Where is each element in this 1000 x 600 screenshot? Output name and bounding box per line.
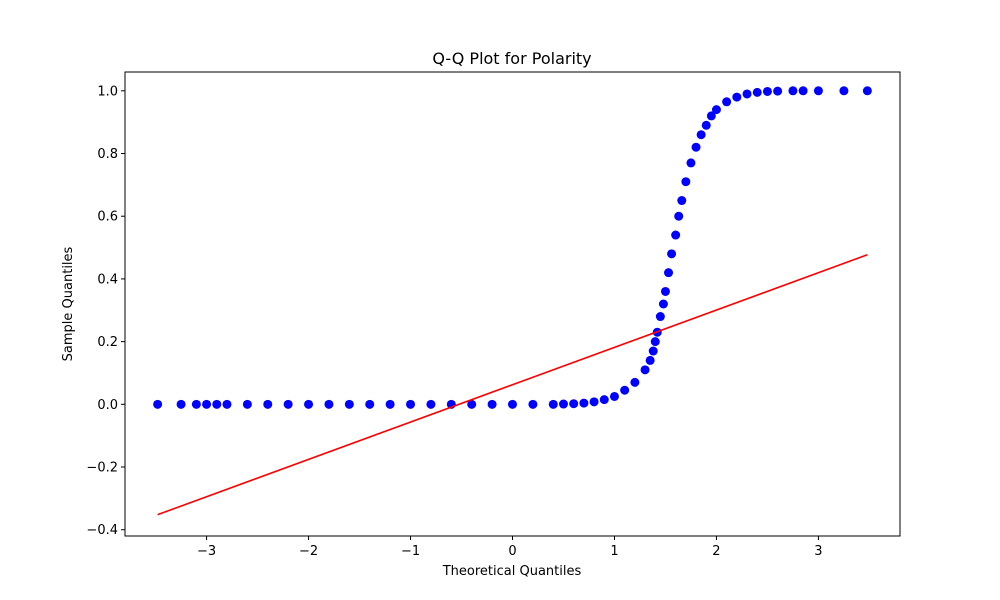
y-axis-label: Sample Quantiles	[61, 246, 76, 361]
x-tick-label: 0	[508, 544, 516, 559]
qq-point-14	[406, 399, 416, 409]
y-tick-label: 0.4	[97, 272, 118, 287]
qq-point-27	[609, 391, 619, 401]
qq-point-56	[788, 86, 798, 96]
qq-point-57	[798, 86, 808, 96]
qq-point-0	[153, 399, 163, 409]
qq-point-20	[528, 399, 538, 409]
qq-point-40	[671, 230, 681, 240]
qq-point-54	[762, 86, 772, 96]
qq-point-22	[558, 399, 568, 409]
scatter-points	[153, 86, 872, 409]
qq-point-42	[677, 196, 687, 206]
y-tick-label: −0.4	[86, 523, 118, 538]
qq-point-43	[681, 177, 691, 187]
qq-point-18	[487, 399, 497, 409]
qq-point-29	[630, 377, 640, 387]
qq-point-47	[701, 120, 711, 130]
y-tick-label: 1.0	[97, 84, 118, 99]
qq-point-9	[304, 399, 314, 409]
qq-point-60	[862, 86, 872, 96]
qq-point-30	[640, 365, 650, 375]
y-tick-label: 0.8	[97, 147, 118, 162]
qq-point-7	[263, 399, 273, 409]
qq-point-50	[722, 97, 732, 107]
qq-point-21	[548, 399, 558, 409]
qq-point-8	[283, 399, 293, 409]
x-tick-label: −1	[401, 544, 420, 559]
qq-point-11	[344, 399, 354, 409]
qq-point-39	[667, 249, 677, 259]
qq-point-3	[202, 399, 212, 409]
x-tick-label: −3	[197, 544, 216, 559]
chart-title: Q-Q Plot for Polarity	[432, 49, 591, 68]
qq-point-2	[191, 399, 201, 409]
qq-point-1	[176, 399, 186, 409]
qq-point-24	[579, 398, 589, 408]
qq-point-38	[664, 268, 674, 278]
qq-point-49	[711, 105, 721, 115]
qq-point-28	[620, 385, 630, 395]
qq-point-37	[660, 286, 670, 296]
qq-point-35	[655, 312, 665, 322]
qq-point-59	[839, 86, 849, 96]
x-tick-label: 1	[610, 544, 618, 559]
x-tick-label: 2	[712, 544, 720, 559]
y-tick-label: 0.0	[97, 398, 118, 413]
y-axis-ticks: −0.4 −0.2 0.0 0.2 0.4 0.6 0.8 1.0	[86, 84, 125, 538]
qq-point-19	[508, 399, 517, 409]
qq-point-15	[426, 399, 436, 409]
qq-point-36	[658, 299, 668, 309]
qq-point-12	[365, 399, 375, 409]
qq-point-41	[674, 211, 684, 221]
qq-point-52	[742, 89, 752, 99]
qq-point-33	[650, 337, 660, 347]
qq-point-10	[324, 399, 334, 409]
qq-point-31	[645, 355, 655, 365]
y-tick-label: 0.2	[97, 335, 118, 350]
x-axis-ticks: −3 −2 −1 0 1 2 3	[197, 536, 823, 559]
qq-point-5	[222, 399, 232, 409]
qq-point-51	[732, 92, 742, 102]
y-tick-label: −0.2	[86, 461, 118, 476]
plot-area	[153, 86, 872, 516]
qq-point-23	[569, 399, 579, 409]
qq-point-25	[589, 397, 599, 407]
qq-point-48	[706, 111, 716, 121]
qq-point-17	[467, 399, 477, 409]
y-tick-label: 0.6	[97, 210, 118, 225]
qq-point-44	[686, 158, 696, 168]
reference-line-layer	[157, 254, 868, 516]
qq-point-26	[599, 395, 609, 405]
qq-point-32	[648, 346, 658, 356]
qq-point-13	[385, 399, 395, 409]
qq-point-53	[752, 87, 762, 97]
qq-point-58	[813, 86, 823, 96]
qq-point-6	[242, 399, 252, 409]
x-axis-label: Theoretical Quantiles	[442, 564, 582, 579]
qq-point-55	[773, 86, 783, 96]
qq-point-46	[696, 130, 706, 140]
x-tick-label: 3	[814, 544, 822, 559]
qq-point-45	[691, 142, 701, 152]
reference-line	[157, 254, 868, 516]
x-tick-label: −2	[299, 544, 318, 559]
qq-point-4	[212, 399, 222, 409]
